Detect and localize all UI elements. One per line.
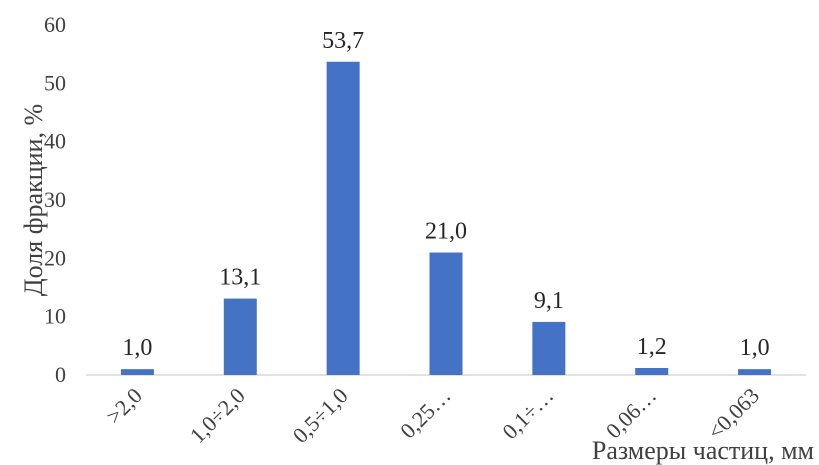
x-tick-label: 0,06… xyxy=(601,383,661,443)
bar xyxy=(120,369,154,375)
x-tick-label: >2,0 xyxy=(101,383,147,429)
y-tick-label: 30 xyxy=(44,187,66,212)
y-tick-label: 50 xyxy=(44,70,66,95)
data-label: 1,0 xyxy=(122,335,152,361)
data-label: 1,2 xyxy=(637,334,667,360)
x-tick-label: 0,1÷… xyxy=(497,383,558,444)
y-tick-label: 10 xyxy=(44,304,66,329)
data-label: 13,1 xyxy=(219,265,261,291)
x-axis-title: Размеры частиц, мм xyxy=(592,436,814,465)
data-label: 53,7 xyxy=(322,28,364,54)
y-tick-label: 20 xyxy=(44,245,66,270)
data-label: 1,0 xyxy=(740,335,770,361)
bar xyxy=(635,368,669,375)
x-tick-label: 1,0÷2,0 xyxy=(185,383,250,448)
y-tick-label: 60 xyxy=(44,12,66,37)
bar xyxy=(429,252,463,375)
bar xyxy=(532,321,566,375)
data-label: 21,0 xyxy=(425,219,467,245)
x-tick-label: 0,5÷1,0 xyxy=(288,383,353,448)
bar xyxy=(738,369,772,375)
y-tick-label: 0 xyxy=(55,362,66,387)
data-labels: 1,0 13,1 53,7 21,0 9,1 1,2 1,0 xyxy=(122,28,769,361)
y-axis-ticks: 0 10 20 30 40 50 60 xyxy=(44,12,66,387)
y-axis-title: Доля фракции, % xyxy=(19,104,48,296)
data-label: 9,1 xyxy=(534,288,564,314)
x-tick-label: 0,25… xyxy=(395,383,455,443)
y-tick-label: 40 xyxy=(44,129,66,154)
bar xyxy=(326,61,360,375)
bars xyxy=(120,61,772,375)
bar xyxy=(223,298,257,375)
